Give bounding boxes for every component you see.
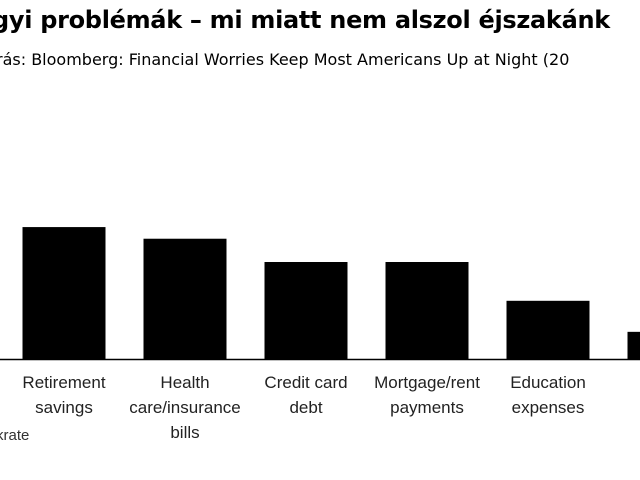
chart-subtitle: rás: Bloomberg: Financial Worries Keep M… (0, 50, 570, 69)
bar-1 (143, 238, 227, 359)
chart-title: gyi problémák – mi miatt nem alszol éjsz… (0, 6, 610, 34)
bar-0 (22, 227, 106, 359)
bar-5 (627, 331, 640, 359)
bar-2 (264, 262, 348, 359)
bar-4 (506, 300, 590, 359)
category-label-4: Education expenses (510, 373, 586, 417)
category-label-3: Mortgage/rent payments (374, 373, 480, 417)
category-label-1: Health care/insurance bills (129, 373, 241, 442)
category-label-2: Credit card debt (264, 373, 347, 417)
category-label-0: Retirement savings (22, 373, 105, 417)
bar-3 (385, 262, 469, 359)
source-label: krate (0, 427, 30, 444)
